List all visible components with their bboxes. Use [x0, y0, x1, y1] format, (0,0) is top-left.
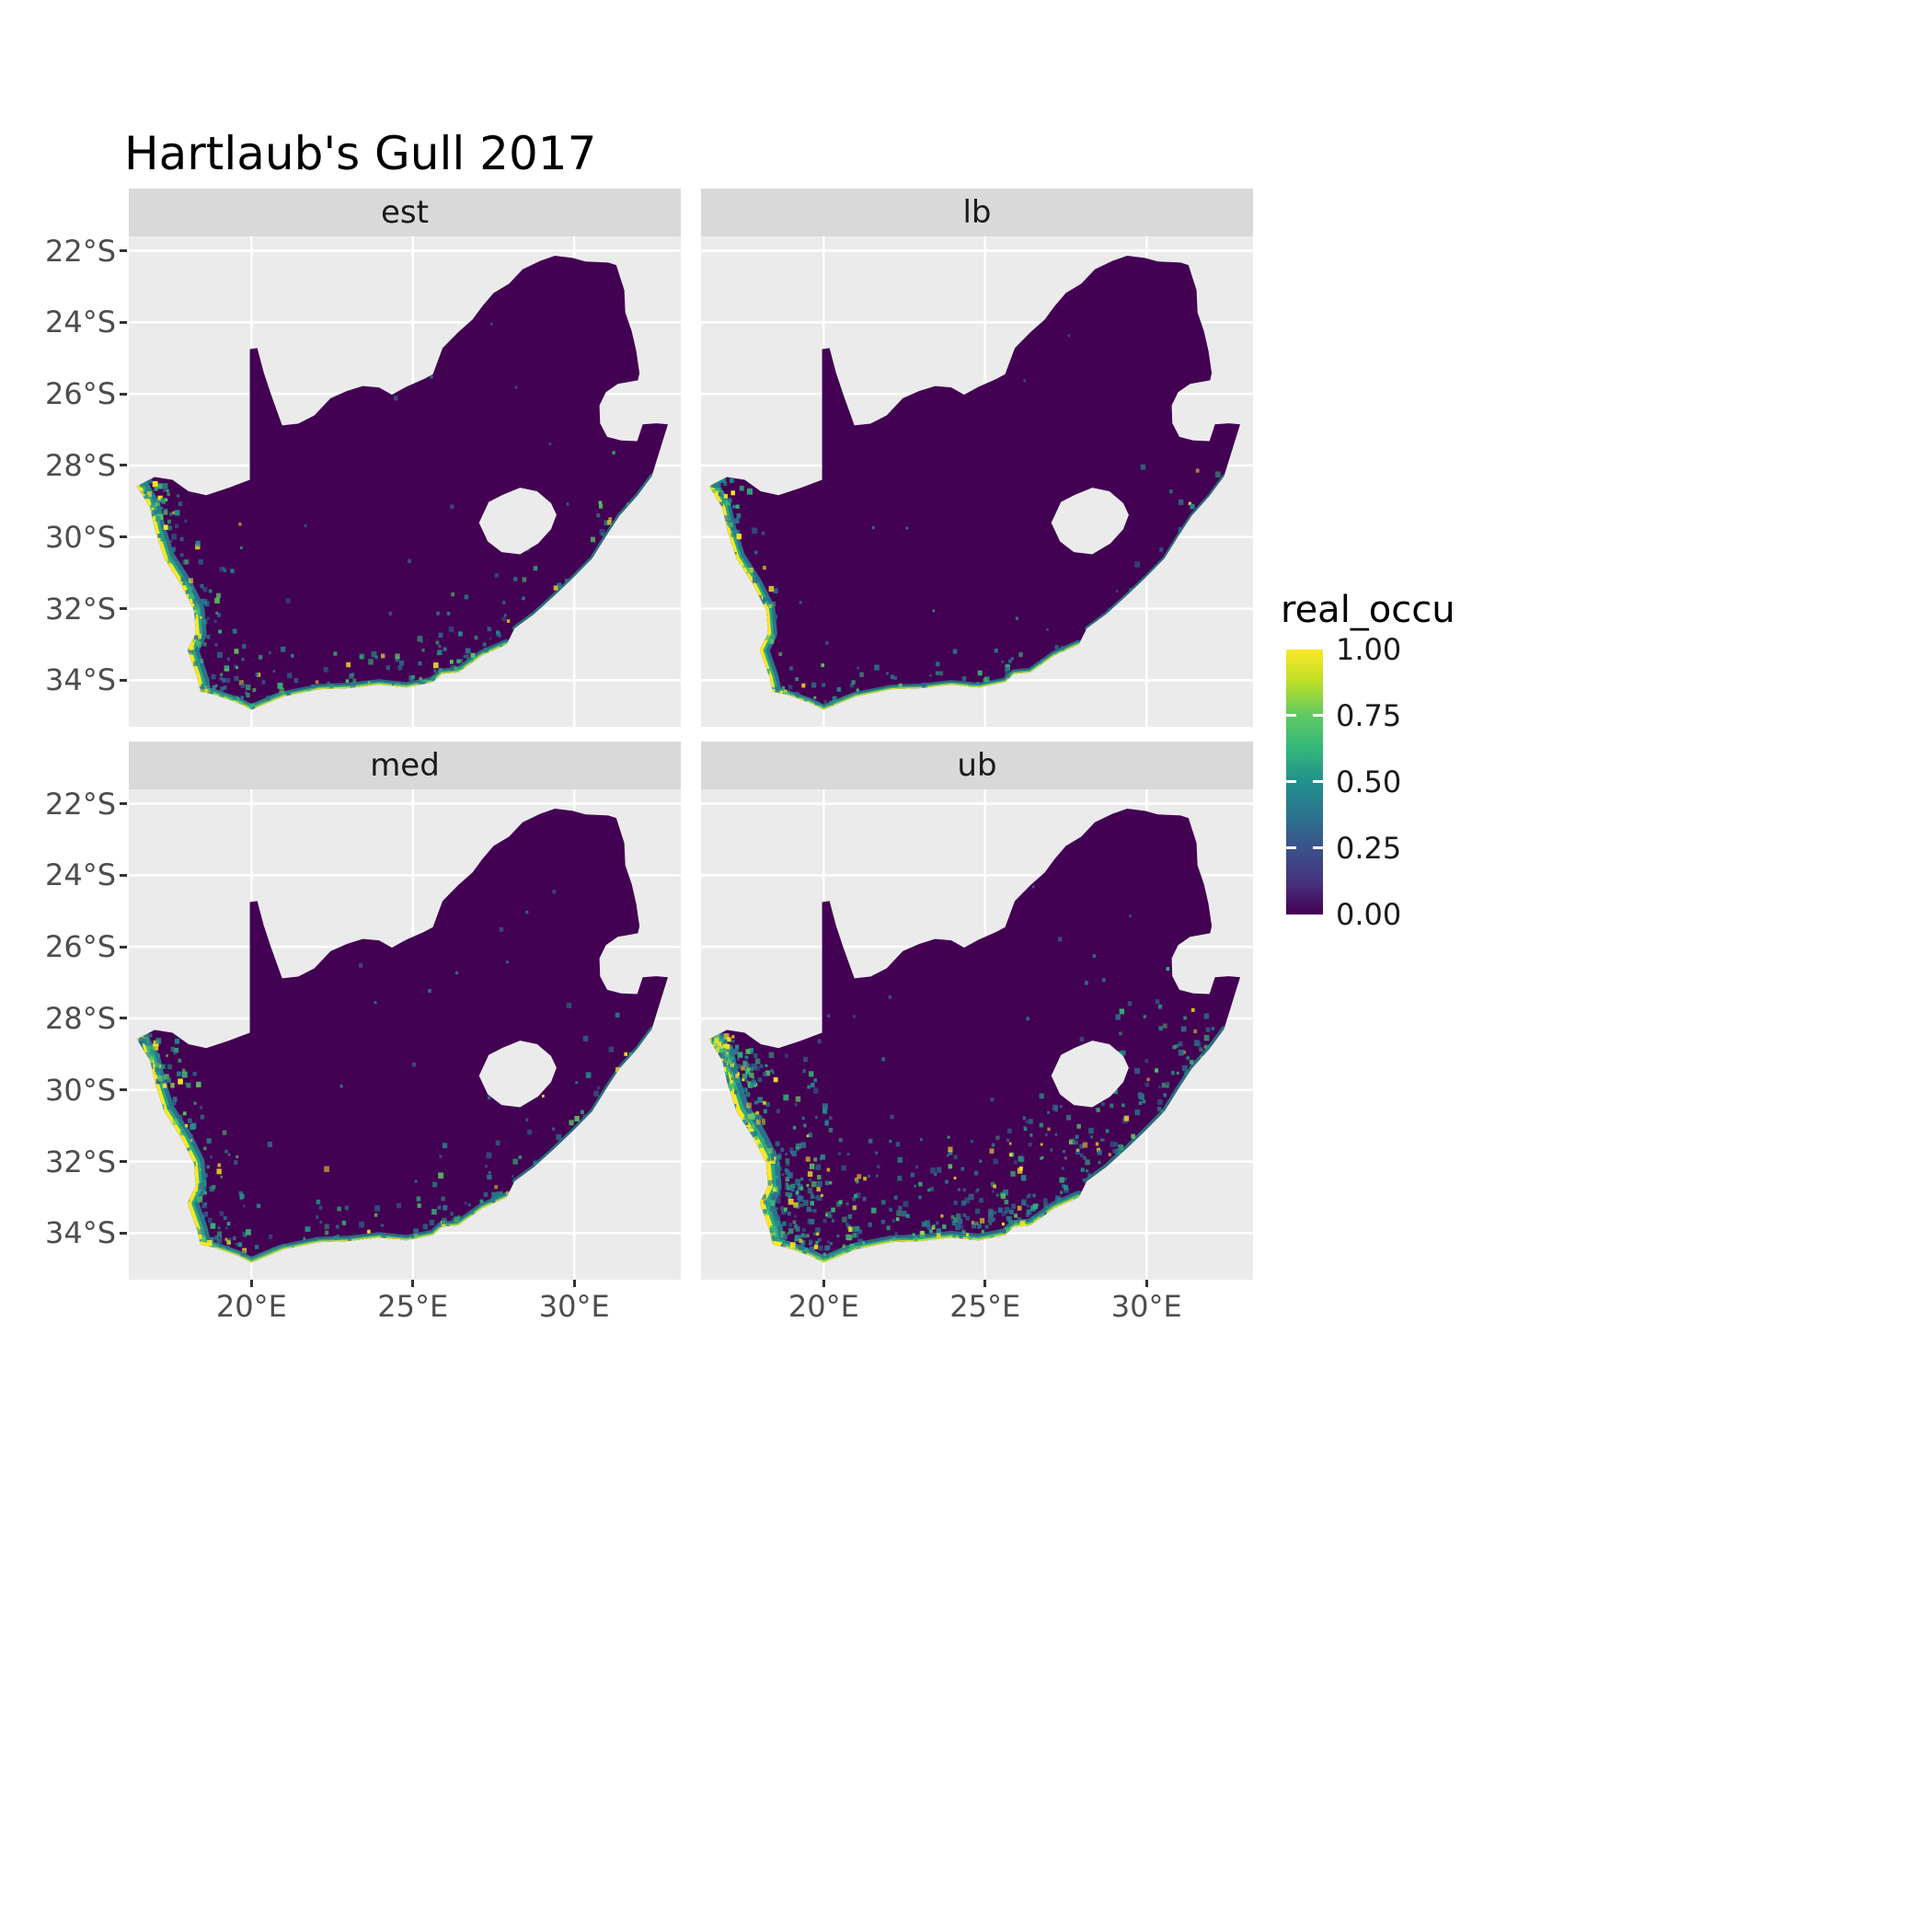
facet-strip-label: lb [962, 194, 992, 231]
x-axis-tick [411, 1280, 415, 1287]
x-axis-label: 20°E [215, 1289, 287, 1324]
y-axis-tick [120, 945, 127, 949]
facet-strip: lb [701, 189, 1253, 236]
y-axis-tick [120, 607, 127, 611]
x-axis-label: 25°E [377, 1289, 449, 1324]
y-axis-label: 32°S [44, 1144, 116, 1179]
colorbar-tick [1313, 714, 1323, 717]
y-axis-tick [120, 678, 127, 682]
y-axis-tick [120, 535, 127, 539]
legend-tick-label: 0.50 [1336, 765, 1402, 799]
map-panel-med [129, 789, 681, 1280]
x-axis-label: 30°E [1110, 1289, 1182, 1324]
facet-ub: ub [701, 742, 1253, 1280]
facet-med: med [129, 742, 681, 1280]
y-axis-label: 30°S [44, 519, 116, 555]
y-axis-label: 28°S [44, 447, 116, 483]
plot-title: Hartlaub's Gull 2017 [124, 127, 597, 180]
y-axis-label: 28°S [44, 1000, 116, 1036]
map-panel-est [129, 236, 681, 727]
legend-tick-label: 0.75 [1336, 698, 1402, 733]
legend-tick-label: 0.00 [1336, 897, 1402, 932]
south-africa-map-ub [701, 789, 1253, 1280]
facet-est: est [129, 189, 681, 727]
y-axis-label: 34°S [44, 1215, 116, 1251]
lesotho-hole [1051, 1041, 1129, 1108]
map-panel-ub [701, 789, 1253, 1280]
x-axis-tick [983, 1280, 987, 1287]
y-axis-label: 26°S [44, 376, 116, 412]
y-axis-tick [120, 249, 127, 253]
x-axis-tick [249, 1280, 253, 1287]
facet-strip: est [129, 189, 681, 236]
legend-tick-label: 0.25 [1336, 831, 1402, 866]
facet-strip-label: est [381, 194, 429, 231]
x-axis-tick [1144, 1280, 1148, 1287]
x-axis-label: 25°E [949, 1289, 1021, 1324]
lesotho-hole [1051, 488, 1129, 555]
y-axis-label: 34°S [44, 662, 116, 698]
facet-strip-label: ub [957, 747, 997, 784]
y-axis-label: 24°S [44, 857, 116, 893]
colorbar-tick [1313, 780, 1323, 783]
colorbar-tick [1313, 846, 1323, 849]
south-africa-map-lb [701, 236, 1253, 727]
lesotho-hole [478, 1041, 557, 1108]
y-axis-tick [120, 873, 127, 877]
x-axis-tick [572, 1280, 576, 1287]
x-axis-label: 20°E [788, 1289, 859, 1324]
legend-tick-label: 1.00 [1336, 632, 1402, 667]
legend-title: real_occu [1281, 589, 1455, 631]
y-axis-label: 32°S [44, 591, 116, 627]
lesotho-hole [478, 488, 557, 555]
y-axis-label: 22°S [44, 786, 116, 822]
y-axis-tick [120, 1088, 127, 1092]
colorbar-tick [1286, 780, 1296, 783]
y-axis-tick [120, 464, 127, 467]
x-axis-tick [822, 1280, 825, 1287]
colorbar-tick [1286, 846, 1296, 849]
map-panel-lb [701, 236, 1253, 727]
y-axis-tick [120, 1231, 127, 1235]
y-axis-tick [120, 320, 127, 324]
south-africa-map-med [129, 789, 681, 1280]
y-axis-tick [120, 1017, 127, 1020]
y-axis-label: 24°S [44, 305, 116, 340]
y-axis-label: 26°S [44, 929, 116, 965]
facet-strip-label: med [370, 747, 440, 784]
colorbar-tick [1286, 714, 1296, 717]
y-axis-tick [120, 1160, 127, 1164]
y-axis-label: 30°S [44, 1072, 116, 1108]
south-africa-map-est [129, 236, 681, 727]
y-axis-tick [120, 392, 127, 396]
facet-lb: lb [701, 189, 1253, 727]
facet-strip: med [129, 742, 681, 789]
x-axis-label: 30°E [538, 1289, 610, 1324]
facet-strip: ub [701, 742, 1253, 789]
y-axis-tick [120, 802, 127, 806]
y-axis-label: 22°S [44, 233, 116, 269]
